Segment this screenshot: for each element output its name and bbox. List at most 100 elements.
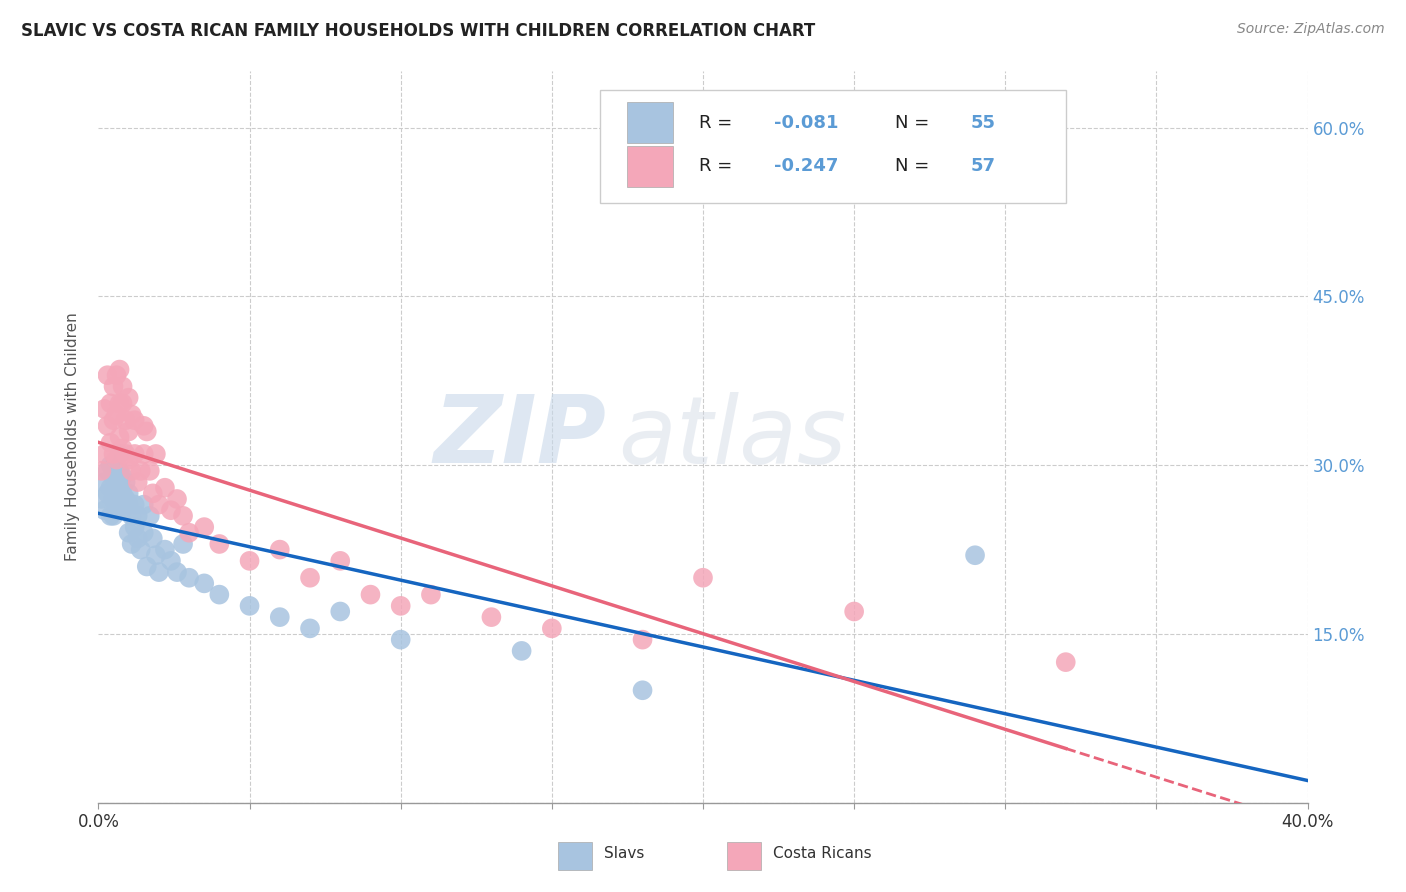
Point [111, 442, 134, 456]
Point [142, 486, 165, 500]
Point [139, 464, 162, 478]
Text: Costa Ricans: Costa Ricans [773, 846, 872, 861]
Point [124, 413, 146, 427]
Point [114, 413, 136, 427]
Point [631, 683, 654, 698]
Point [111, 469, 134, 483]
Point [100, 508, 122, 523]
Point [145, 548, 167, 562]
Point [299, 621, 322, 635]
Point [96, 486, 118, 500]
Text: -0.081: -0.081 [775, 113, 839, 131]
Text: atlas: atlas [619, 392, 846, 483]
Point [121, 508, 143, 523]
Point [93, 447, 115, 461]
Point [208, 537, 231, 551]
Point [145, 447, 167, 461]
Point [329, 605, 352, 619]
Point [166, 565, 188, 579]
Point [100, 481, 122, 495]
Point [114, 491, 136, 506]
Point [108, 464, 131, 478]
Point [124, 447, 146, 461]
Point [208, 588, 231, 602]
Point [132, 498, 155, 512]
Point [118, 525, 141, 540]
Point [118, 452, 141, 467]
Point [299, 571, 322, 585]
Point [193, 576, 215, 591]
Point [90, 464, 112, 478]
Point [118, 498, 141, 512]
Point [631, 632, 654, 647]
Text: N =: N = [896, 158, 935, 176]
Point [481, 610, 503, 624]
Point [172, 508, 194, 523]
Point [132, 525, 155, 540]
Point [108, 447, 131, 461]
Point [132, 418, 155, 433]
Point [160, 554, 183, 568]
Point [93, 475, 115, 489]
Point [108, 475, 131, 489]
Point [105, 408, 128, 422]
Point [148, 565, 170, 579]
Point [118, 486, 141, 500]
Point [105, 503, 128, 517]
Text: 55: 55 [970, 113, 995, 131]
Point [239, 599, 262, 613]
Point [108, 498, 131, 512]
Point [105, 368, 128, 383]
Point [142, 532, 165, 546]
Point [179, 571, 201, 585]
Text: SLAVIC VS COSTA RICAN FAMILY HOUSEHOLDS WITH CHILDREN CORRELATION CHART: SLAVIC VS COSTA RICAN FAMILY HOUSEHOLDS … [21, 22, 815, 40]
Point [118, 425, 141, 439]
FancyBboxPatch shape [627, 146, 672, 186]
Point [360, 588, 382, 602]
Point [179, 525, 201, 540]
FancyBboxPatch shape [727, 842, 761, 870]
Text: R =: R = [699, 158, 738, 176]
Point [103, 447, 125, 461]
Point [93, 503, 115, 517]
Point [111, 486, 134, 500]
Y-axis label: Family Households with Children: Family Households with Children [65, 313, 80, 561]
Text: 57: 57 [970, 158, 995, 176]
Point [121, 537, 143, 551]
Point [124, 520, 146, 534]
Point [118, 391, 141, 405]
Point [108, 430, 131, 444]
Point [420, 588, 443, 602]
Point [96, 418, 118, 433]
Point [129, 464, 152, 478]
Point [111, 396, 134, 410]
Point [135, 559, 157, 574]
Point [389, 599, 412, 613]
Point [329, 554, 352, 568]
Point [153, 542, 176, 557]
Point [127, 508, 149, 523]
Point [103, 413, 125, 427]
Point [269, 542, 291, 557]
Point [692, 571, 714, 585]
Point [540, 621, 562, 635]
Point [105, 452, 128, 467]
Point [1054, 655, 1077, 669]
Point [135, 425, 157, 439]
Point [108, 396, 131, 410]
Point [114, 475, 136, 489]
Text: R =: R = [699, 113, 738, 131]
Text: N =: N = [896, 113, 935, 131]
Point [127, 475, 149, 489]
Point [103, 508, 125, 523]
Point [111, 379, 134, 393]
Point [127, 532, 149, 546]
Point [103, 491, 125, 506]
Point [193, 520, 215, 534]
Point [108, 362, 131, 376]
Point [239, 554, 262, 568]
Point [153, 481, 176, 495]
Point [100, 396, 122, 410]
Text: -0.247: -0.247 [775, 158, 839, 176]
Point [965, 548, 987, 562]
